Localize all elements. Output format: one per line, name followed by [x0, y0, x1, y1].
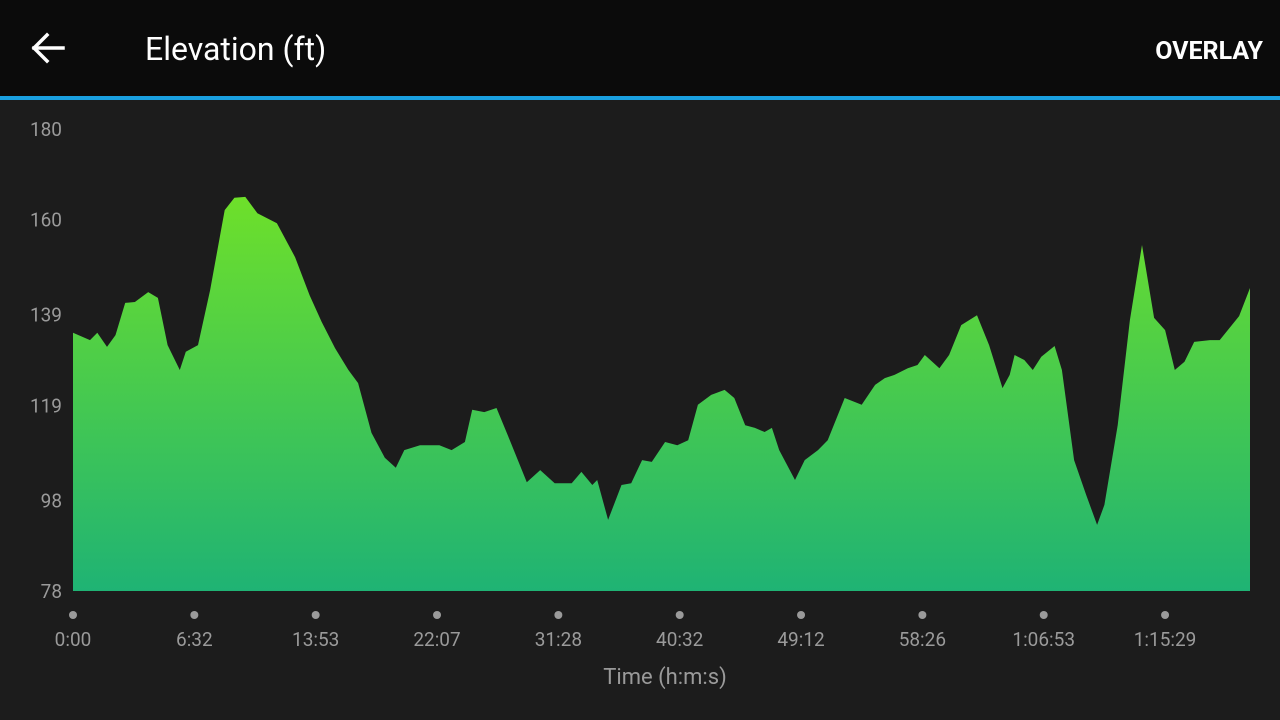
y-tick-label: 119: [30, 394, 62, 417]
x-tick-dot: [190, 611, 199, 619]
back-button[interactable]: [31, 32, 65, 64]
x-tick-dot: [1039, 611, 1048, 619]
x-tick-dot: [918, 611, 927, 619]
x-axis-label: Time (h:m:s): [603, 665, 727, 690]
x-tick-label: 40:32: [656, 628, 703, 651]
y-tick-label: 139: [30, 304, 62, 327]
x-tick-dot: [433, 611, 442, 619]
x-tick-label: 1:06:53: [1012, 628, 1075, 651]
x-tick-dot: [69, 611, 77, 619]
x-tick-label: 1:15:29: [1134, 628, 1197, 651]
y-tick-label: 160: [30, 209, 62, 232]
x-tick-dot: [554, 611, 563, 619]
x-tick-label: 31:28: [535, 628, 582, 651]
screen-title: Elevation (ft): [145, 30, 326, 68]
x-tick-dot: [1161, 611, 1170, 619]
x-tick-label: 49:12: [777, 628, 824, 651]
x-tick-label: 0:00: [55, 628, 92, 651]
app-bar-accent: [0, 96, 1280, 100]
y-tick-label: 98: [41, 489, 62, 512]
x-tick-dot: [675, 611, 684, 619]
x-tick-label: 58:26: [899, 628, 946, 651]
elevation-area: [73, 196, 1250, 591]
x-tick-label: 13:53: [292, 628, 339, 651]
x-tick-label: 6:32: [176, 628, 213, 651]
x-tick-dot: [311, 611, 320, 619]
y-tick-label: 180: [30, 118, 62, 141]
y-tick-label: 78: [41, 580, 62, 603]
x-tick-label: 22:07: [413, 628, 460, 651]
plot: 78 98 119 139 160 180 0:00 6:32 13:53 22:07 31:28 4…: [30, 118, 1250, 651]
overlay-button[interactable]: OVERLAY: [1155, 37, 1263, 66]
app-bar: [0, 0, 1280, 96]
x-tick-dot: [797, 611, 806, 619]
